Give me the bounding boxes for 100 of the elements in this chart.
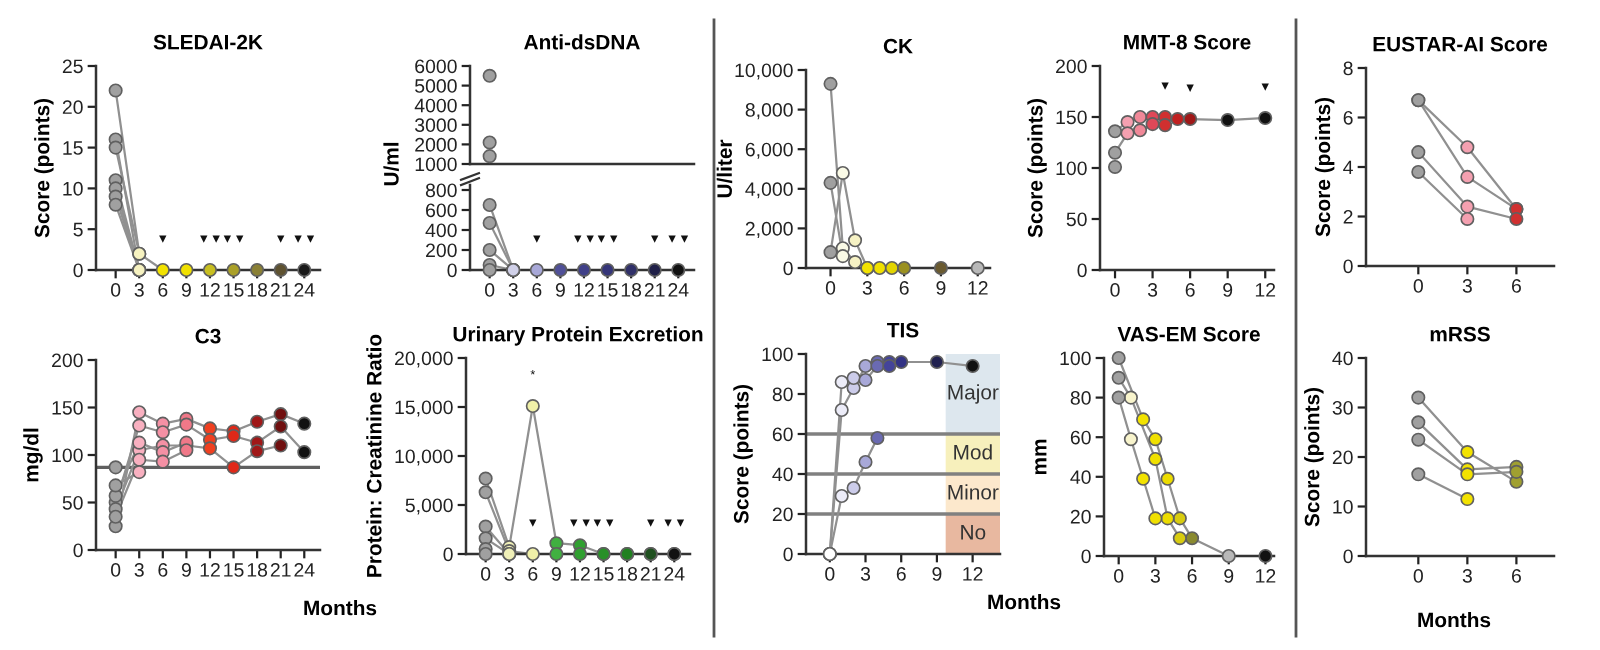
x-tick-label: 21 <box>640 567 661 581</box>
y-tick-label: 0 <box>783 547 793 562</box>
y-tick-label: 1000 <box>415 157 457 172</box>
y-tick-label: 100 <box>1060 351 1091 366</box>
x-axis-title: Months <box>304 600 377 616</box>
y-tick-label: 4,000 <box>745 182 793 199</box>
x-tick-label: 18 <box>621 283 642 297</box>
x-tick-label: 6 <box>532 283 542 297</box>
x-tick-label: 24 <box>294 563 315 577</box>
y-axis-title: Score (points) <box>1314 98 1335 237</box>
x-tick-label: 3 <box>860 567 871 581</box>
x-tick-label: 9 <box>1224 569 1234 583</box>
y-tick-label: 60 <box>1070 430 1091 445</box>
chart-title: Urinary Protein Excretion <box>453 326 703 346</box>
y-tick-label: 100 <box>1056 161 1087 176</box>
y-tick-label: 2 <box>1343 209 1353 224</box>
y-tick-label: 3000 <box>414 118 457 133</box>
y-tick-label: 20,000 <box>395 351 453 368</box>
x-tick-label: 9 <box>551 567 561 581</box>
y-tick-label: 5,000 <box>405 498 453 515</box>
x-tick-label: 9 <box>1223 283 1233 297</box>
y-tick-label: 30 <box>1332 400 1353 415</box>
chart-title: MMT-8 Score <box>1124 34 1251 50</box>
y-tick-label: 4000 <box>414 98 457 113</box>
x-tick-label: 6 <box>1511 569 1521 583</box>
y-tick-label: 40 <box>1332 351 1353 366</box>
x-tick-label: 3 <box>1150 569 1160 583</box>
y-tick-label: 80 <box>772 387 793 402</box>
y-tick-label: 2000 <box>415 137 457 152</box>
x-tick-label: 6 <box>896 567 906 581</box>
y-tick-label: 15 <box>63 141 83 155</box>
x-tick-label: 0 <box>481 567 491 581</box>
y-tick-label: 20 <box>772 507 793 522</box>
x-tick-label: 6 <box>899 281 909 295</box>
x-tick-label: 3 <box>134 563 144 577</box>
y-tick-label: 10 <box>1333 499 1353 514</box>
x-tick-label: 6 <box>1185 283 1195 297</box>
y-tick-label: 2,000 <box>745 221 793 238</box>
chart-title: VAS-EM Score <box>1117 326 1260 342</box>
y-tick-label: 40 <box>772 467 793 482</box>
x-tick-label: 9 <box>936 281 946 295</box>
y-tick-label: 0 <box>1081 549 1091 564</box>
x-tick-label: 12 <box>1256 569 1276 583</box>
x-tick-label: 21 <box>270 283 291 297</box>
y-axis-title: U/ml <box>383 142 399 186</box>
x-tick-label: 0 <box>825 567 835 581</box>
x-tick-label: 12 <box>200 283 220 297</box>
band-label: Major <box>948 384 999 404</box>
y-tick-label: 20 <box>62 100 83 115</box>
x-tick-label: 3 <box>134 283 144 297</box>
x-tick-label: 9 <box>932 567 942 581</box>
y-tick-label: 80 <box>1070 391 1091 405</box>
x-tick-label: 24 <box>664 567 685 581</box>
chart-title: Anti-dsDNA <box>524 34 640 50</box>
y-tick-label: 0 <box>73 263 83 278</box>
y-tick-label: 20 <box>1332 450 1353 465</box>
y-axis-title: Score (points) <box>34 99 54 238</box>
x-tick-label: 12 <box>1255 283 1276 297</box>
x-tick-label: 15 <box>598 283 618 297</box>
x-tick-label: 12 <box>963 567 983 581</box>
y-axis-title: Score (points) <box>1304 388 1324 527</box>
band-label: No <box>961 525 986 540</box>
x-tick-label: 12 <box>574 283 594 297</box>
band-label: Mod <box>954 444 992 460</box>
x-tick-label: 24 <box>668 283 689 297</box>
y-tick-label: 100 <box>762 347 793 362</box>
x-tick-label: 0 <box>1413 569 1423 583</box>
x-tick-label: 6 <box>158 283 168 297</box>
x-tick-label: 18 <box>247 563 268 577</box>
y-axis-title: Score (points) <box>1027 99 1047 238</box>
y-tick-label: 6 <box>1343 110 1353 125</box>
y-tick-label: 6,000 <box>745 142 793 159</box>
x-tick-label: 12 <box>200 563 220 577</box>
y-tick-label: 0 <box>447 263 457 278</box>
chart-title: CK <box>883 38 913 54</box>
y-axis-title: Score (points) <box>733 385 753 524</box>
y-tick-label: 0 <box>1343 259 1353 274</box>
y-tick-label: 0 <box>1343 549 1353 564</box>
y-tick-label: 10,000 <box>735 63 793 80</box>
x-tick-label: 0 <box>825 281 836 295</box>
y-tick-label: 200 <box>426 243 457 258</box>
y-tick-label: 5 <box>73 222 83 237</box>
y-tick-label: 6000 <box>415 59 457 74</box>
y-tick-label: 150 <box>52 400 83 415</box>
y-tick-label: 8,000 <box>745 103 793 120</box>
x-axis-title: Months <box>988 594 1061 610</box>
x-tick-label: 0 <box>485 283 495 297</box>
y-tick-label: 400 <box>425 223 457 238</box>
x-tick-label: 0 <box>1413 279 1423 293</box>
x-tick-label: 9 <box>181 283 191 297</box>
y-tick-label: 800 <box>425 183 457 198</box>
x-axis-title: Months <box>1418 612 1491 628</box>
y-tick-label: 15,000 <box>395 400 453 417</box>
x-tick-label: 3 <box>1147 283 1158 297</box>
x-tick-label: 12 <box>570 567 590 581</box>
y-tick-label: 40 <box>1070 470 1091 485</box>
x-tick-label: 18 <box>247 283 268 297</box>
y-tick-label: 600 <box>426 203 457 218</box>
x-tick-label: 12 <box>968 281 988 295</box>
chart-title: TIS <box>887 322 919 338</box>
